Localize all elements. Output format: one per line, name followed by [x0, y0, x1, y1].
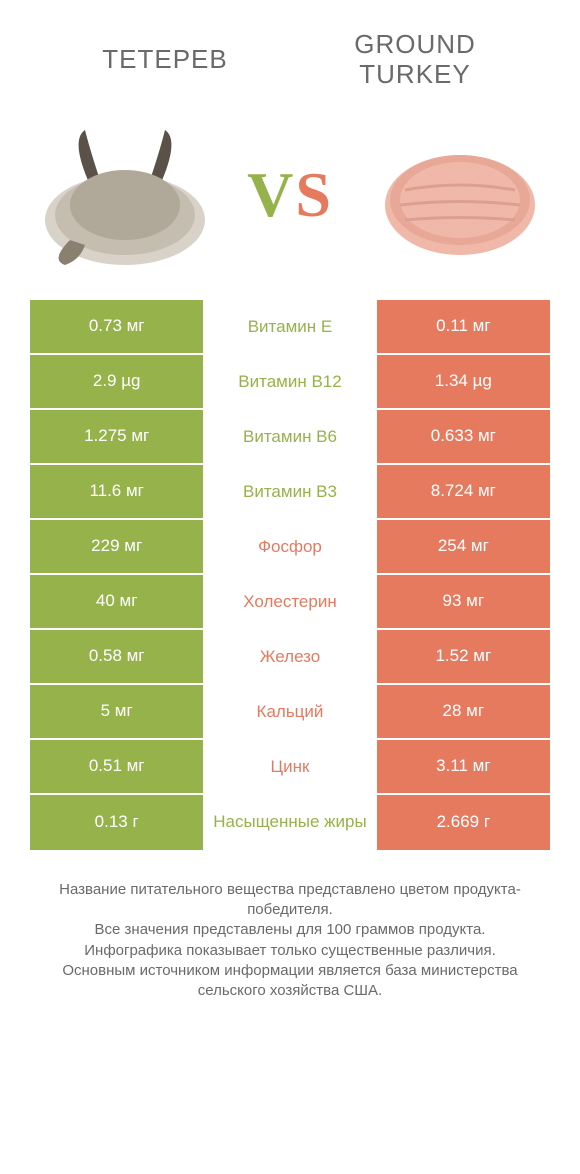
product-left-title: ТЕТЕРЕВ — [40, 45, 290, 75]
product-right-image — [360, 110, 550, 280]
product-left-image — [30, 110, 220, 280]
right-value: 0.11 мг — [377, 300, 550, 355]
ground-turkey-icon — [360, 110, 550, 280]
right-value: 2.669 г — [377, 795, 550, 850]
right-value: 28 мг — [377, 685, 550, 740]
right-value: 1.34 µg — [377, 355, 550, 410]
table-row: 40 мгХолестерин93 мг — [30, 575, 550, 630]
header: ТЕТЕРЕВ GROUND TURKEY — [0, 0, 580, 100]
nutrient-label: Витамин B6 — [203, 410, 376, 465]
table-row: 1.275 мгВитамин B60.633 мг — [30, 410, 550, 465]
right-value: 1.52 мг — [377, 630, 550, 685]
left-value: 0.13 г — [30, 795, 203, 850]
nutrient-label: Железо — [203, 630, 376, 685]
header-right: GROUND TURKEY — [290, 30, 540, 90]
left-value: 1.275 мг — [30, 410, 203, 465]
nutrient-label: Витамин E — [203, 300, 376, 355]
nutrient-label: Холестерин — [203, 575, 376, 630]
left-value: 5 мг — [30, 685, 203, 740]
right-value: 254 мг — [377, 520, 550, 575]
product-right-title: GROUND TURKEY — [290, 30, 540, 90]
left-value: 0.58 мг — [30, 630, 203, 685]
left-value: 11.6 мг — [30, 465, 203, 520]
table-row: 11.6 мгВитамин B38.724 мг — [30, 465, 550, 520]
vs-v: V — [247, 159, 295, 230]
right-value: 93 мг — [377, 575, 550, 630]
images-row: VS — [0, 100, 580, 300]
footer-line: Основным источником информации является … — [30, 961, 550, 1002]
table-row: 2.9 µgВитамин B121.34 µg — [30, 355, 550, 410]
nutrient-label: Фосфор — [203, 520, 376, 575]
footer-line: Инфографика показывает только существенн… — [30, 941, 550, 961]
vs-s: S — [295, 159, 333, 230]
table-row: 0.51 мгЦинк3.11 мг — [30, 740, 550, 795]
vs-label: VS — [247, 158, 333, 232]
table-row: 0.13 гНасыщенные жиры2.669 г — [30, 795, 550, 850]
left-value: 40 мг — [30, 575, 203, 630]
nutrient-label: Витамин B12 — [203, 355, 376, 410]
grouse-icon — [30, 110, 220, 280]
nutrient-label: Кальций — [203, 685, 376, 740]
table-row: 5 мгКальций28 мг — [30, 685, 550, 740]
footer-line: Название питательного вещества представл… — [30, 880, 550, 921]
right-value: 0.633 мг — [377, 410, 550, 465]
table-row: 229 мгФосфор254 мг — [30, 520, 550, 575]
right-value: 8.724 мг — [377, 465, 550, 520]
left-value: 0.73 мг — [30, 300, 203, 355]
footer-notes: Название питательного вещества представл… — [30, 880, 550, 1002]
nutrient-label: Витамин B3 — [203, 465, 376, 520]
left-value: 229 мг — [30, 520, 203, 575]
right-value: 3.11 мг — [377, 740, 550, 795]
table-row: 0.58 мгЖелезо1.52 мг — [30, 630, 550, 685]
left-value: 2.9 µg — [30, 355, 203, 410]
left-value: 0.51 мг — [30, 740, 203, 795]
nutrient-label: Цинк — [203, 740, 376, 795]
header-left: ТЕТЕРЕВ — [40, 45, 290, 75]
nutrient-label: Насыщенные жиры — [203, 795, 376, 850]
footer-line: Все значения представлены для 100 граммо… — [30, 920, 550, 940]
comparison-table: 0.73 мгВитамин E0.11 мг2.9 µgВитамин B12… — [30, 300, 550, 850]
table-row: 0.73 мгВитамин E0.11 мг — [30, 300, 550, 355]
